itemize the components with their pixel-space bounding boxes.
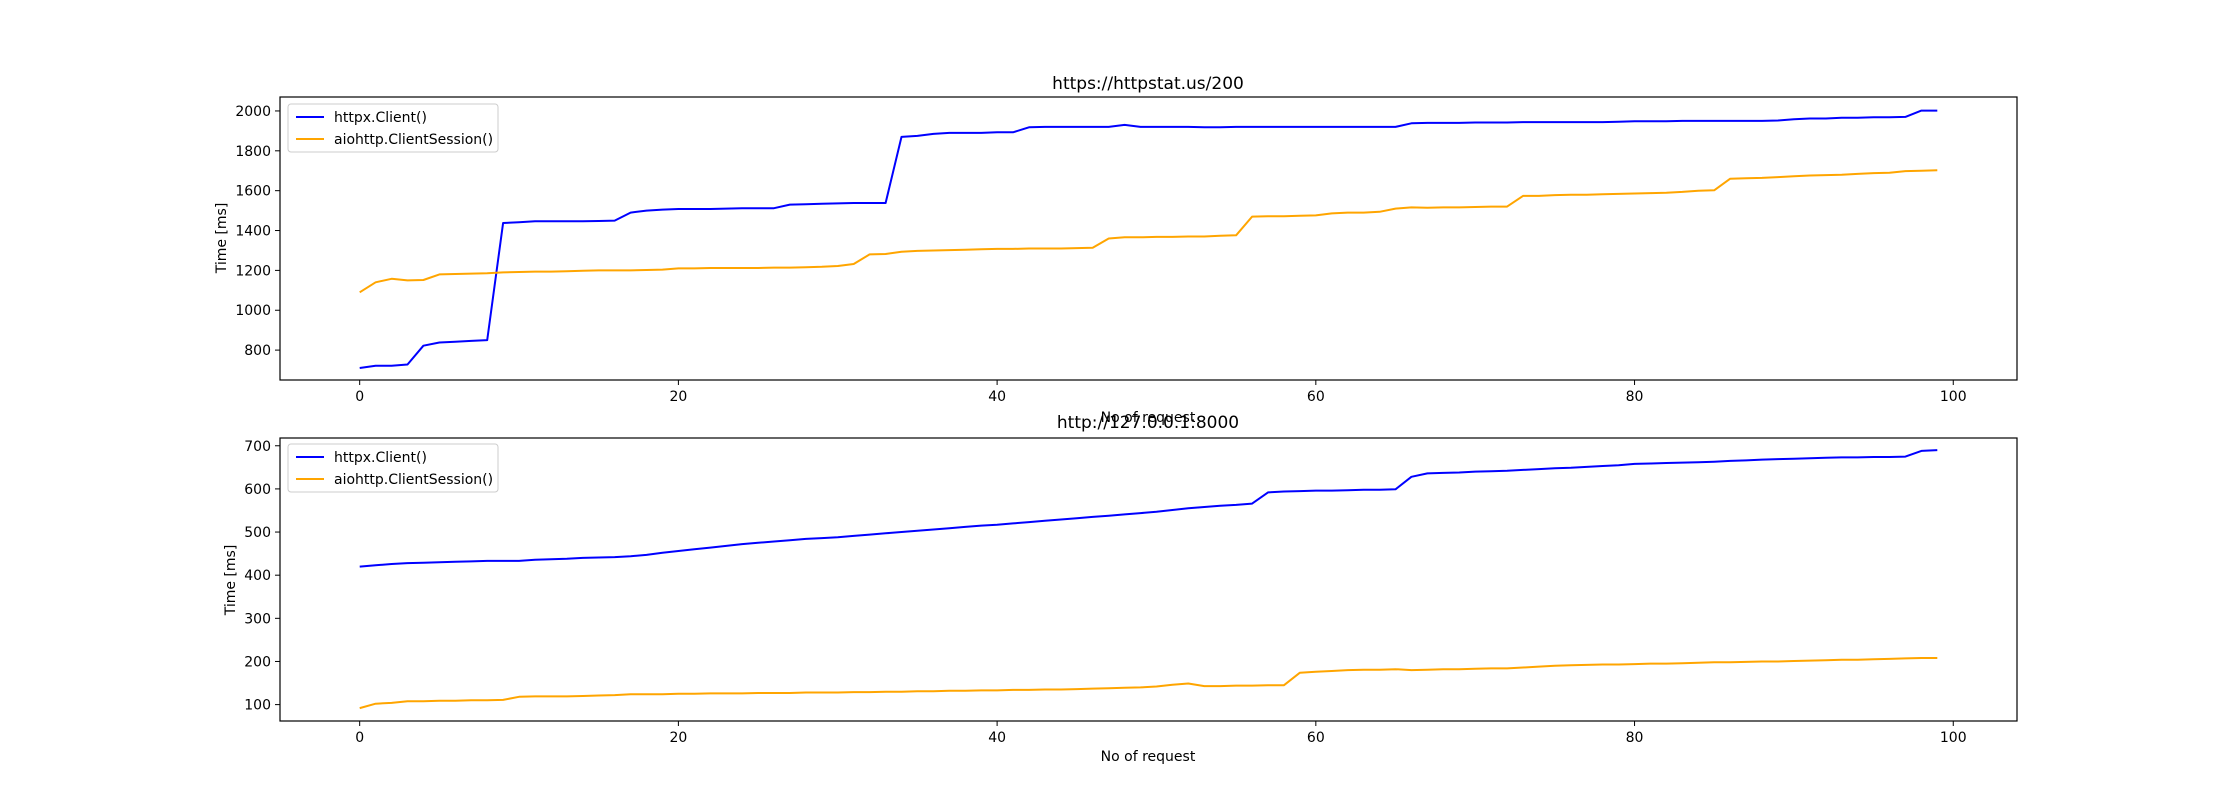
y-tick-label: 1800 xyxy=(235,144,271,160)
legend-box xyxy=(287,103,499,153)
y-tick-label: 600 xyxy=(244,482,271,498)
y-tick-label: 700 xyxy=(244,439,271,455)
x-tick-label: 80 xyxy=(1626,730,1644,746)
y-axis-label-bottom: Time [ms] xyxy=(223,545,239,617)
legend-label-httpx: httpx.Client() xyxy=(334,450,427,466)
series-lines-bottom xyxy=(359,449,1938,710)
legend-label-httpx: httpx.Client() xyxy=(334,110,427,126)
legend-label-aiohttp: aiohttp.ClientSession() xyxy=(334,472,493,488)
x-tick-label: 60 xyxy=(1307,730,1325,746)
legend-box xyxy=(287,443,499,493)
x-ticks-top: 0 20 40 60 80 100 xyxy=(355,380,1967,405)
y-tick-label: 500 xyxy=(244,525,271,541)
x-tick-label: 40 xyxy=(988,389,1006,405)
y-tick-label: 300 xyxy=(244,611,271,627)
series-line-aiohttp xyxy=(359,169,1938,294)
y-tick-label: 1000 xyxy=(235,303,271,319)
axes-frame-bottom xyxy=(279,437,2018,722)
x-axis-label-bottom: No of request xyxy=(1101,749,1196,765)
x-tick-label: 100 xyxy=(1940,730,1967,746)
subplot-top: https://httpstat.us/200 No of request Ti… xyxy=(214,74,2018,426)
x-tick-label: 60 xyxy=(1307,389,1325,405)
x-tick-label: 100 xyxy=(1940,389,1967,405)
x-tick-label: 40 xyxy=(988,730,1006,746)
y-tick-label: 1400 xyxy=(235,224,271,240)
legend-bottom: httpx.Client() aiohttp.ClientSession() xyxy=(287,443,499,493)
series-line-httpx xyxy=(359,109,1938,369)
axes-frame-top xyxy=(279,96,2018,381)
series-line-aiohttp xyxy=(359,657,1938,710)
y-ticks-bottom: 100 200 300 400 500 600 700 xyxy=(244,439,280,714)
y-axis-label-top: Time [ms] xyxy=(214,203,230,275)
x-tick-label: 20 xyxy=(669,730,687,746)
subplot-bottom: http://127.0.0.1:8000 No of request Time… xyxy=(223,413,2018,765)
y-ticks-top: 800 1000 1200 1400 1600 1800 2000 xyxy=(235,104,280,359)
y-tick-label: 2000 xyxy=(235,104,271,120)
y-tick-label: 800 xyxy=(244,343,271,359)
y-tick-label: 200 xyxy=(244,654,271,670)
y-tick-label: 100 xyxy=(244,698,271,714)
x-ticks-bottom: 0 20 40 60 80 100 xyxy=(355,721,1967,746)
x-tick-label: 0 xyxy=(355,730,364,746)
y-tick-label: 1600 xyxy=(235,184,271,200)
x-tick-label: 20 xyxy=(669,389,687,405)
chart-title-top: https://httpstat.us/200 xyxy=(1052,74,1244,94)
y-tick-label: 1200 xyxy=(235,263,271,279)
chart-title-bottom: http://127.0.0.1:8000 xyxy=(1057,413,1239,433)
x-tick-label: 80 xyxy=(1626,389,1644,405)
legend-top: httpx.Client() aiohttp.ClientSession() xyxy=(287,103,499,153)
series-line-httpx xyxy=(359,449,1938,568)
x-axis-label-top: No of request xyxy=(1101,410,1196,426)
series-lines-top xyxy=(359,109,1938,369)
legend-label-aiohttp: aiohttp.ClientSession() xyxy=(334,132,493,148)
x-tick-label: 0 xyxy=(355,389,364,405)
y-tick-label: 400 xyxy=(244,568,271,584)
